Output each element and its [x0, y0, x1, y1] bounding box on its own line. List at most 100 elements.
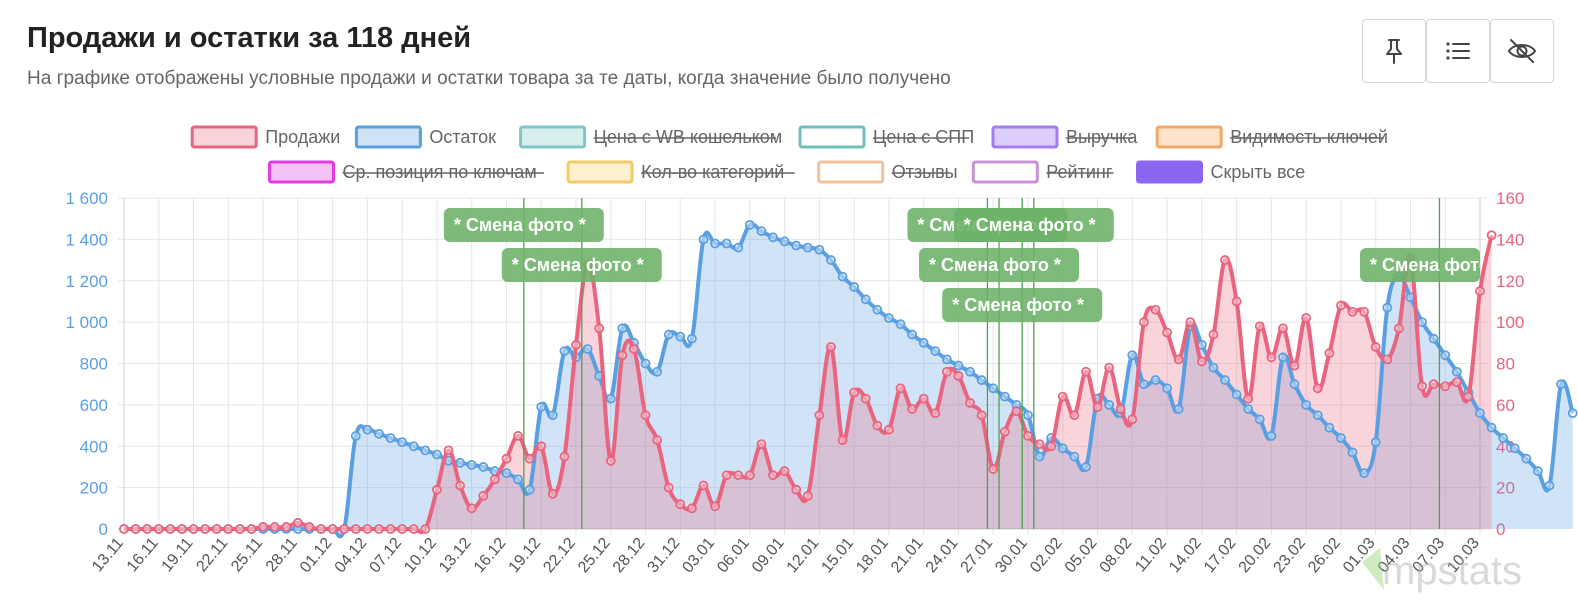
sales-point[interactable] [1138, 317, 1149, 328]
sales-point[interactable] [1115, 404, 1126, 414]
sales-point[interactable] [350, 524, 361, 534]
stock-point[interactable] [640, 358, 651, 369]
stock-point[interactable] [791, 240, 802, 251]
sales-point[interactable] [1451, 377, 1462, 388]
sales-point[interactable] [675, 499, 686, 510]
stock-point[interactable] [884, 313, 894, 323]
sales-point[interactable] [1173, 354, 1184, 365]
sales-point[interactable] [1370, 342, 1381, 352]
sales-point[interactable] [234, 524, 245, 534]
sales-point[interactable] [1347, 306, 1358, 317]
legend-item[interactable]: Выручка [991, 125, 1138, 149]
stock-point[interactable] [1521, 453, 1532, 464]
sales-point[interactable] [1196, 356, 1207, 367]
stock-point[interactable] [455, 457, 466, 468]
stock-point[interactable] [860, 294, 871, 305]
sales-point[interactable] [177, 524, 187, 534]
sales-point[interactable] [756, 439, 767, 450]
sales-point[interactable] [119, 524, 129, 534]
stock-point[interactable] [1347, 447, 1358, 458]
sales-point[interactable] [872, 420, 883, 431]
sales-point[interactable] [327, 524, 338, 534]
stock-point[interactable] [976, 375, 987, 385]
sales-point[interactable] [455, 480, 466, 491]
sales-point[interactable] [1069, 410, 1080, 421]
stock-point[interactable] [710, 238, 720, 249]
sales-point[interactable] [1440, 381, 1451, 392]
stock-point[interactable] [1324, 422, 1335, 433]
sales-point[interactable] [211, 524, 222, 534]
stock-point[interactable] [1475, 408, 1485, 419]
sales-point[interactable] [930, 408, 941, 419]
sales-point[interactable] [1046, 441, 1057, 452]
sales-point[interactable] [1023, 431, 1033, 441]
legend-item[interactable]: Цена с WB кошельком [519, 125, 783, 149]
sales-point[interactable] [524, 453, 535, 464]
sales-point[interactable] [385, 524, 396, 534]
stock-point[interactable] [1451, 366, 1462, 377]
sales-point[interactable] [1463, 391, 1474, 402]
sales-point[interactable] [420, 524, 431, 534]
sales-point[interactable] [710, 501, 720, 512]
sales-point[interactable] [559, 451, 570, 462]
sales-point[interactable] [165, 524, 176, 534]
sales-point[interactable] [605, 455, 616, 466]
stock-point[interactable] [1127, 350, 1138, 361]
sales-point[interactable] [304, 522, 315, 532]
sales-point[interactable] [849, 387, 860, 398]
sales-point[interactable] [744, 470, 755, 481]
sales-point[interactable] [1057, 391, 1068, 402]
sales-point[interactable] [779, 466, 790, 476]
sales-point[interactable] [768, 470, 778, 481]
legend-item[interactable]: Кол-во категорий [566, 160, 795, 184]
sales-point[interactable] [130, 524, 141, 534]
stock-point[interactable] [907, 329, 918, 340]
stock-point[interactable] [1243, 404, 1254, 414]
stock-point[interactable] [350, 431, 361, 441]
stock-point[interactable] [1150, 375, 1161, 385]
stock-point[interactable] [733, 242, 744, 253]
sales-point[interactable] [188, 524, 199, 534]
stock-point[interactable] [1231, 389, 1242, 400]
stock-point[interactable] [617, 323, 628, 334]
stock-point[interactable] [1440, 350, 1451, 361]
stock-point[interactable] [826, 255, 836, 265]
sales-point[interactable] [443, 445, 454, 456]
stock-point[interactable] [547, 410, 558, 421]
stock-point[interactable] [524, 484, 535, 495]
stock-point[interactable] [1057, 443, 1068, 454]
sales-point[interactable] [652, 435, 663, 445]
sales-point[interactable] [1428, 379, 1439, 390]
stock-point[interactable] [663, 329, 674, 340]
stock-point[interactable] [466, 459, 477, 470]
stock-point[interactable] [374, 428, 384, 439]
stock-point[interactable] [420, 445, 431, 456]
sales-point[interactable] [489, 474, 500, 485]
stock-point[interactable] [478, 462, 489, 472]
sales-point[interactable] [258, 522, 268, 532]
sales-point[interactable] [1324, 348, 1335, 359]
legend-item[interactable]: Рейтинг [971, 160, 1114, 184]
stock-point[interactable] [1498, 433, 1509, 443]
stock-point[interactable] [1567, 408, 1578, 419]
stock-point[interactable] [1208, 362, 1219, 373]
sales-point[interactable] [802, 490, 813, 501]
stock-point[interactable] [1254, 414, 1265, 425]
stock-point[interactable] [408, 441, 419, 452]
sales-point[interactable] [1278, 323, 1288, 334]
stock-point[interactable] [965, 366, 975, 377]
sales-point[interactable] [953, 371, 964, 381]
stock-point[interactable] [1486, 422, 1497, 433]
stock-point[interactable] [756, 226, 767, 237]
sales-point[interactable] [999, 426, 1010, 437]
stock-point[interactable] [1301, 399, 1312, 410]
sales-point[interactable] [1254, 321, 1265, 332]
stock-point[interactable] [744, 219, 755, 230]
stock-point[interactable] [1312, 410, 1323, 421]
stock-point[interactable] [1023, 410, 1033, 421]
stock-point[interactable] [1162, 383, 1172, 394]
sales-point[interactable] [686, 503, 697, 514]
sales-point[interactable] [1382, 354, 1393, 365]
stock-point[interactable] [953, 360, 964, 371]
stock-point[interactable] [1533, 466, 1543, 476]
